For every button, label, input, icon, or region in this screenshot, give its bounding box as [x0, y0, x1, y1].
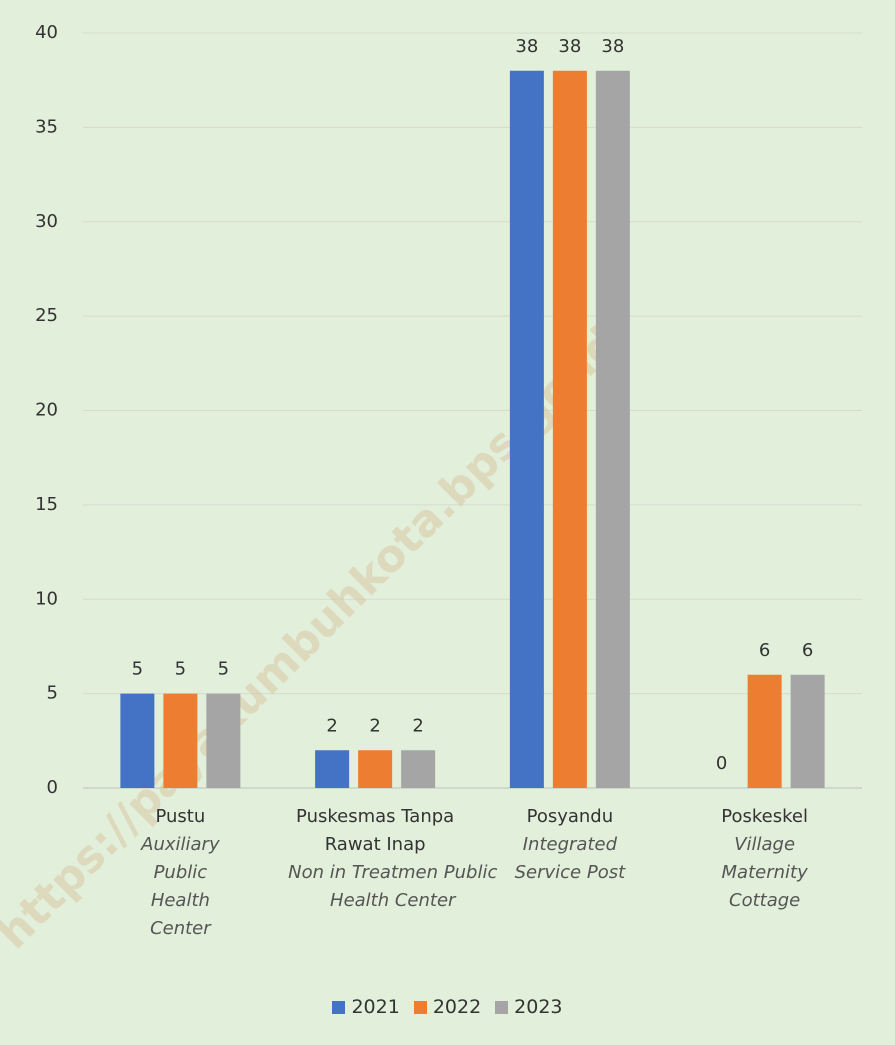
y-tick-label: 5 [47, 683, 58, 704]
bar [595, 70, 630, 788]
data-label: 38 [515, 36, 538, 57]
x-tick-sublabel: Auxiliary Public Health Center [141, 834, 226, 939]
data-label: 38 [601, 36, 624, 57]
data-label: 2 [412, 715, 423, 736]
data-label: 0 [716, 753, 727, 774]
y-tick-label: 0 [47, 777, 58, 798]
legend-swatch [413, 1000, 427, 1014]
bar [790, 674, 825, 788]
x-tick-sublabel: Village Maternity Cottage [721, 834, 814, 911]
x-tick-label: Puskesmas Tanpa Rawat Inap [296, 806, 455, 855]
data-label: 2 [369, 715, 380, 736]
bar [315, 750, 350, 788]
bar [509, 70, 544, 788]
bar [163, 693, 198, 788]
y-tick-label: 30 [35, 211, 58, 232]
x-tick-label-group: Puskesmas Tanpa Rawat Inap Non in Treatme… [278, 803, 497, 915]
bar [747, 674, 782, 788]
bar [206, 693, 241, 788]
x-tick-label: Posyandu [526, 806, 614, 827]
x-tick-label-group: Poskeskel Village Maternity Cottage [667, 803, 862, 915]
data-label: 5 [132, 659, 143, 680]
legend-item: 2021 [332, 996, 400, 1018]
y-tick-label: 35 [35, 116, 58, 137]
bar [120, 693, 155, 788]
x-tick-label-group: Posyandu Integrated Service Post [473, 803, 668, 887]
data-label: 38 [558, 36, 581, 57]
legend-label: 2022 [432, 996, 482, 1018]
bar [401, 750, 436, 788]
legend-item: 2023 [495, 996, 563, 1018]
legend-item: 2022 [413, 996, 482, 1018]
bar [552, 70, 587, 788]
data-label: 2 [326, 715, 337, 736]
x-tick-label: Poskeskel [721, 806, 808, 827]
y-tick-label: 40 [35, 22, 58, 43]
legend-label: 2021 [351, 996, 400, 1018]
y-tick-label: 25 [35, 305, 58, 326]
y-tick-label: 20 [35, 400, 58, 421]
x-tick-label-group: Pustu Auxiliary Public Health Center [83, 803, 278, 943]
legend-swatch [495, 1000, 509, 1014]
data-label: 6 [759, 640, 770, 661]
bar [358, 750, 393, 788]
x-tick-label: Pustu [155, 806, 206, 827]
x-tick-sublabel: Integrated Service Post [514, 834, 626, 883]
legend-swatch [332, 1000, 346, 1014]
legend-label: 2023 [514, 996, 563, 1018]
data-label: 5 [218, 659, 229, 680]
x-tick-sublabel: Non in Treatmen Public Health Center [288, 862, 509, 911]
data-label: 6 [802, 640, 813, 661]
y-tick-label: 15 [35, 494, 58, 515]
data-label: 5 [175, 659, 186, 680]
y-tick-label: 10 [35, 588, 58, 609]
legend: 2021 2022 2023 [0, 996, 895, 1018]
